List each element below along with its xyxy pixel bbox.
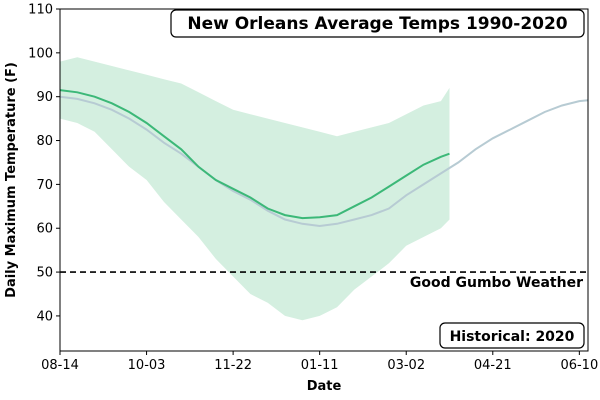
y-tick-label: 80 [36,134,53,149]
historical-badge: Historical: 2020 [439,322,585,349]
x-tick-label: 06-10 [560,358,598,373]
y-tick-label: 50 [36,266,53,281]
y-tick-label: 100 [28,46,53,61]
chart-title-box: New Orleans Average Temps 1990-2020 [170,9,585,38]
y-axis-label: Daily Maximum Temperature (F) [4,62,19,298]
plot-area [59,57,589,321]
x-axis: 08-14 10-03 11-22 01-11 03-02 04-21 06-10 [41,351,598,373]
chart-title-frame [170,9,585,38]
chart-title: New Orleans Average Temps 1990-2020 [187,14,567,34]
x-axis-label: Date [307,379,342,394]
x-tick-label: 10-03 [128,358,166,373]
y-tick-label: 90 [36,90,53,105]
range-band-2020 [60,57,450,321]
x-tick-label: 08-14 [41,358,79,373]
y-axis: 40 50 60 70 80 90 100 110 [28,3,60,324]
historical-average-line [59,95,589,228]
y-tick-label: 70 [36,178,53,193]
historical-badge-label: Historical: 2020 [450,329,575,345]
average-line-2020 [59,89,450,220]
x-tick-label: 04-21 [474,358,512,373]
y-tick-label: 40 [36,309,53,324]
x-tick-label: 01-11 [301,358,339,373]
plot-frame [59,8,589,352]
threshold-label: Good Gumbo Weather [410,275,583,291]
x-tick-label: 11-22 [214,358,252,373]
y-tick-label: 60 [36,222,53,237]
y-tick-label: 110 [28,3,53,18]
historical-badge-frame [439,322,585,349]
x-tick-label: 03-02 [387,358,425,373]
